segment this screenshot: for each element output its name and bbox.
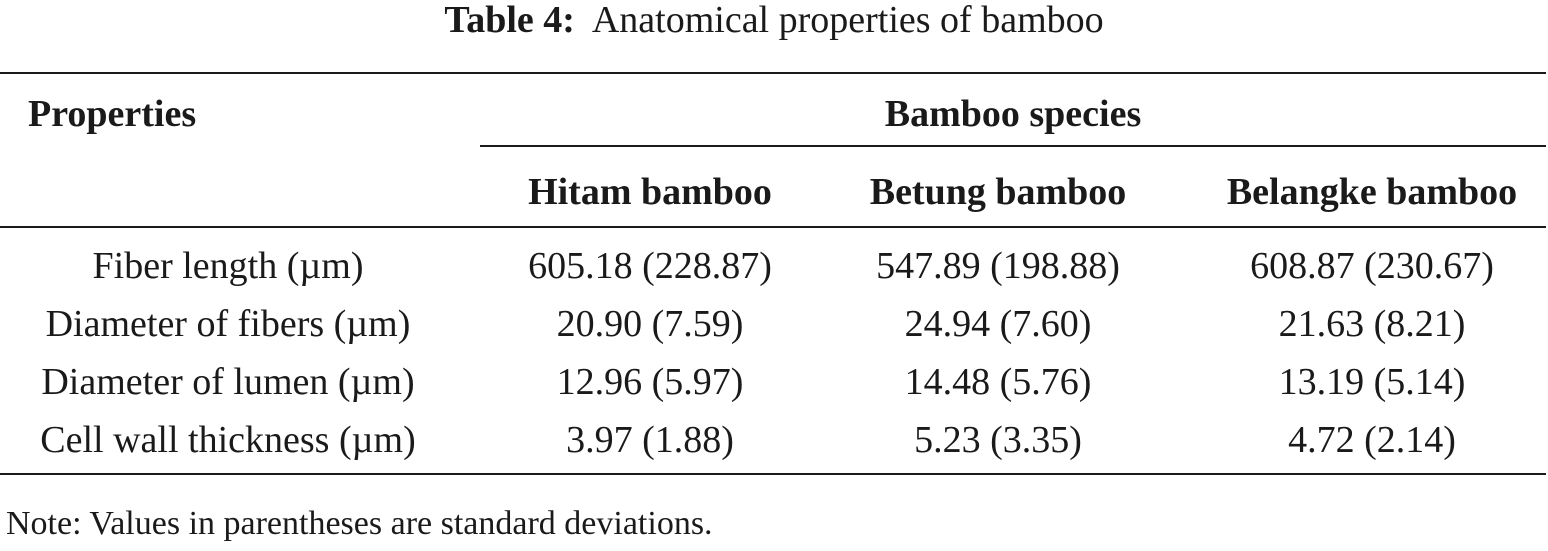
row-property: Diameter of lumen (µm) (41, 361, 415, 403)
table-cell: 547.89 (198.88) (876, 245, 1120, 287)
table-cell: 24.94 (7.60) (904, 303, 1092, 345)
header-rule (0, 226, 1546, 228)
table-cell: 20.90 (7.59) (556, 303, 744, 345)
stub-header: Properties (28, 93, 197, 135)
table-cell: 21.63 (8.21) (1278, 303, 1466, 345)
table-cell: 12.96 (5.97) (556, 361, 744, 403)
table-cell: 5.23 (3.35) (914, 419, 1082, 461)
table-caption: Table 4: Anatomical properties of bamboo (0, 0, 1548, 40)
column-header-belangke: Belangke bamboo (1226, 171, 1518, 213)
table-cell: 4.72 (2.14) (1288, 419, 1456, 461)
table-cell: 14.48 (5.76) (904, 361, 1092, 403)
bottom-rule (0, 473, 1546, 475)
group-header: Bamboo species (884, 93, 1142, 135)
top-rule (0, 72, 1546, 74)
table-cell: 605.18 (228.87) (528, 245, 772, 287)
row-property: Fiber length (µm) (92, 245, 364, 287)
row-property: Diameter of fibers (µm) (45, 303, 411, 345)
table-caption-text: Anatomical properties of bamboo (591, 0, 1104, 41)
row-property: Cell wall thickness (µm) (40, 419, 416, 461)
column-header-betung: Betung bamboo (869, 171, 1127, 213)
table-caption-label: Table 4: (444, 0, 575, 41)
group-rule (480, 145, 1546, 147)
table-cell: 3.97 (1.88) (566, 419, 734, 461)
table-note: Note: Values in parentheses are standard… (6, 505, 713, 542)
column-header-hitam: Hitam bamboo (528, 171, 772, 213)
table-cell: 608.87 (230.67) (1250, 245, 1494, 287)
table-cell: 13.19 (5.14) (1278, 361, 1466, 403)
